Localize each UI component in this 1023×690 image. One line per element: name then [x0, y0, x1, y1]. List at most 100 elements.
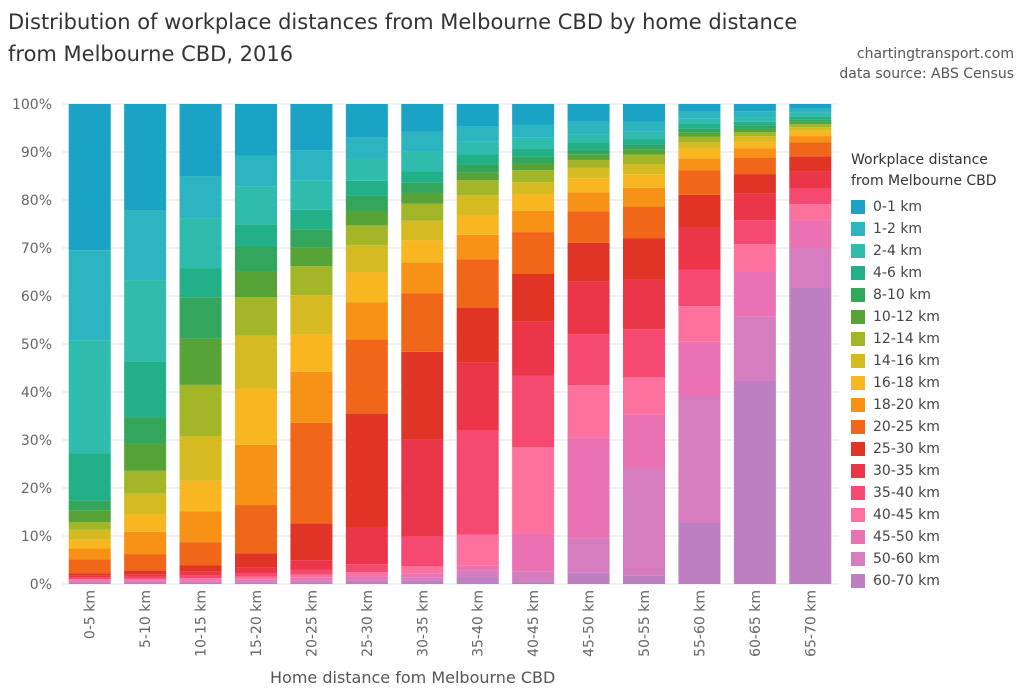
x-axis-title: Home distance fom Melbourne CBD — [270, 668, 556, 687]
y-tick-label: 30% — [21, 433, 52, 449]
bar-segment — [179, 176, 222, 219]
legend-item: 2-4 km — [851, 240, 1011, 262]
legend-item: 16-18 km — [851, 372, 1011, 394]
bar-segment — [345, 576, 388, 580]
bar-segment — [235, 104, 277, 156]
bar-segment — [124, 493, 167, 514]
bar-segment — [512, 148, 555, 157]
x-tick-label: 40-45 km — [526, 590, 542, 657]
bar-segment — [789, 104, 832, 109]
bar-segment — [68, 539, 111, 549]
bar-segment — [623, 154, 665, 165]
y-tick-label: 70% — [21, 241, 52, 257]
bar-segment — [623, 377, 665, 415]
bar-segment — [124, 554, 167, 571]
bar-segment — [512, 232, 555, 274]
bar-segment — [290, 209, 333, 230]
x-tick-label: 5-10 km — [138, 590, 154, 648]
bar-segment — [235, 297, 277, 336]
bar-segment — [401, 351, 444, 440]
bar-segment — [124, 417, 167, 444]
bar-segment — [789, 116, 832, 120]
credit-source: data source: ABS Census — [839, 66, 1014, 82]
bar-segment — [456, 164, 499, 173]
bar-segment — [235, 579, 277, 582]
legend-swatch — [851, 420, 865, 434]
legend-item: 1-2 km — [851, 218, 1011, 240]
legend-item: 30-35 km — [851, 460, 1011, 482]
bar-segment — [401, 573, 444, 578]
bar-segment — [401, 151, 444, 172]
bar-segment — [512, 571, 555, 582]
y-tick-label: 90% — [21, 145, 52, 161]
bar-segment — [623, 144, 665, 150]
bar-segment — [567, 178, 610, 193]
bar-segment — [456, 362, 499, 431]
bar-segment — [789, 121, 832, 125]
bar-segment — [345, 210, 388, 226]
bar-segment — [512, 194, 555, 211]
bar-segment — [179, 480, 222, 512]
bar-segment — [456, 180, 499, 196]
x-tick-label: 25-30 km — [360, 590, 376, 657]
y-tick-label: 80% — [21, 193, 52, 209]
bar-segment — [567, 154, 610, 160]
x-tick-label: 0-5 km — [83, 590, 99, 639]
bar-segment — [733, 380, 776, 584]
legend-label: 10-12 km — [873, 309, 940, 325]
bar-segment — [456, 565, 499, 571]
legend-swatch — [851, 266, 865, 280]
bar-segment — [68, 580, 111, 582]
legend-item: 10-12 km — [851, 306, 1011, 328]
bar-segment — [733, 128, 776, 133]
bar-segment — [179, 338, 222, 385]
bar-segment — [124, 570, 167, 575]
bar-segment — [512, 170, 555, 183]
bar-segment — [789, 220, 832, 249]
bar-segment — [733, 272, 776, 317]
bar-segment — [733, 111, 776, 118]
bar-segment — [290, 229, 333, 248]
bar-segment — [789, 136, 832, 143]
bar-segment — [124, 531, 167, 555]
bar-segment — [678, 111, 721, 119]
bar-segment — [789, 127, 832, 131]
bar-segment — [124, 582, 167, 584]
legend-swatch — [851, 508, 865, 522]
bar-segment — [512, 124, 555, 138]
legend-item: 45-50 km — [851, 526, 1011, 548]
bar-segment — [401, 577, 444, 581]
bar-segment — [733, 117, 776, 122]
y-tick-label: 50% — [21, 337, 52, 353]
bar-segment — [623, 414, 665, 469]
bar-segment — [124, 576, 167, 579]
legend-swatch — [851, 552, 865, 566]
bar-segment — [623, 131, 665, 140]
bar-segment — [345, 339, 388, 414]
legend-item: 12-14 km — [851, 328, 1011, 350]
bar-segment — [345, 245, 388, 273]
bar-segment — [179, 575, 222, 579]
bar-segment — [290, 266, 333, 296]
bar-segment — [290, 334, 333, 372]
bar-segment — [290, 582, 333, 584]
bar-segment — [678, 170, 721, 195]
legend-item: 25-30 km — [851, 438, 1011, 460]
bar-segment — [733, 174, 776, 194]
bar-segment — [235, 573, 277, 577]
legend-swatch — [851, 464, 865, 478]
bar-segment — [68, 521, 111, 530]
x-tick-label: 15-20 km — [249, 590, 265, 657]
y-tick-label: 60% — [21, 289, 52, 305]
legend-swatch — [851, 486, 865, 500]
bar-segment — [512, 447, 555, 534]
bar-segment — [567, 121, 610, 135]
bar-segment — [179, 384, 222, 437]
bar-segment — [623, 206, 665, 239]
bar-segment — [68, 453, 111, 501]
legend-label: 0-1 km — [873, 199, 923, 215]
legend-item: 60-70 km — [851, 570, 1011, 592]
bar-segment — [678, 341, 721, 396]
legend-label: 2-4 km — [873, 243, 923, 259]
bar-segment — [401, 580, 444, 584]
